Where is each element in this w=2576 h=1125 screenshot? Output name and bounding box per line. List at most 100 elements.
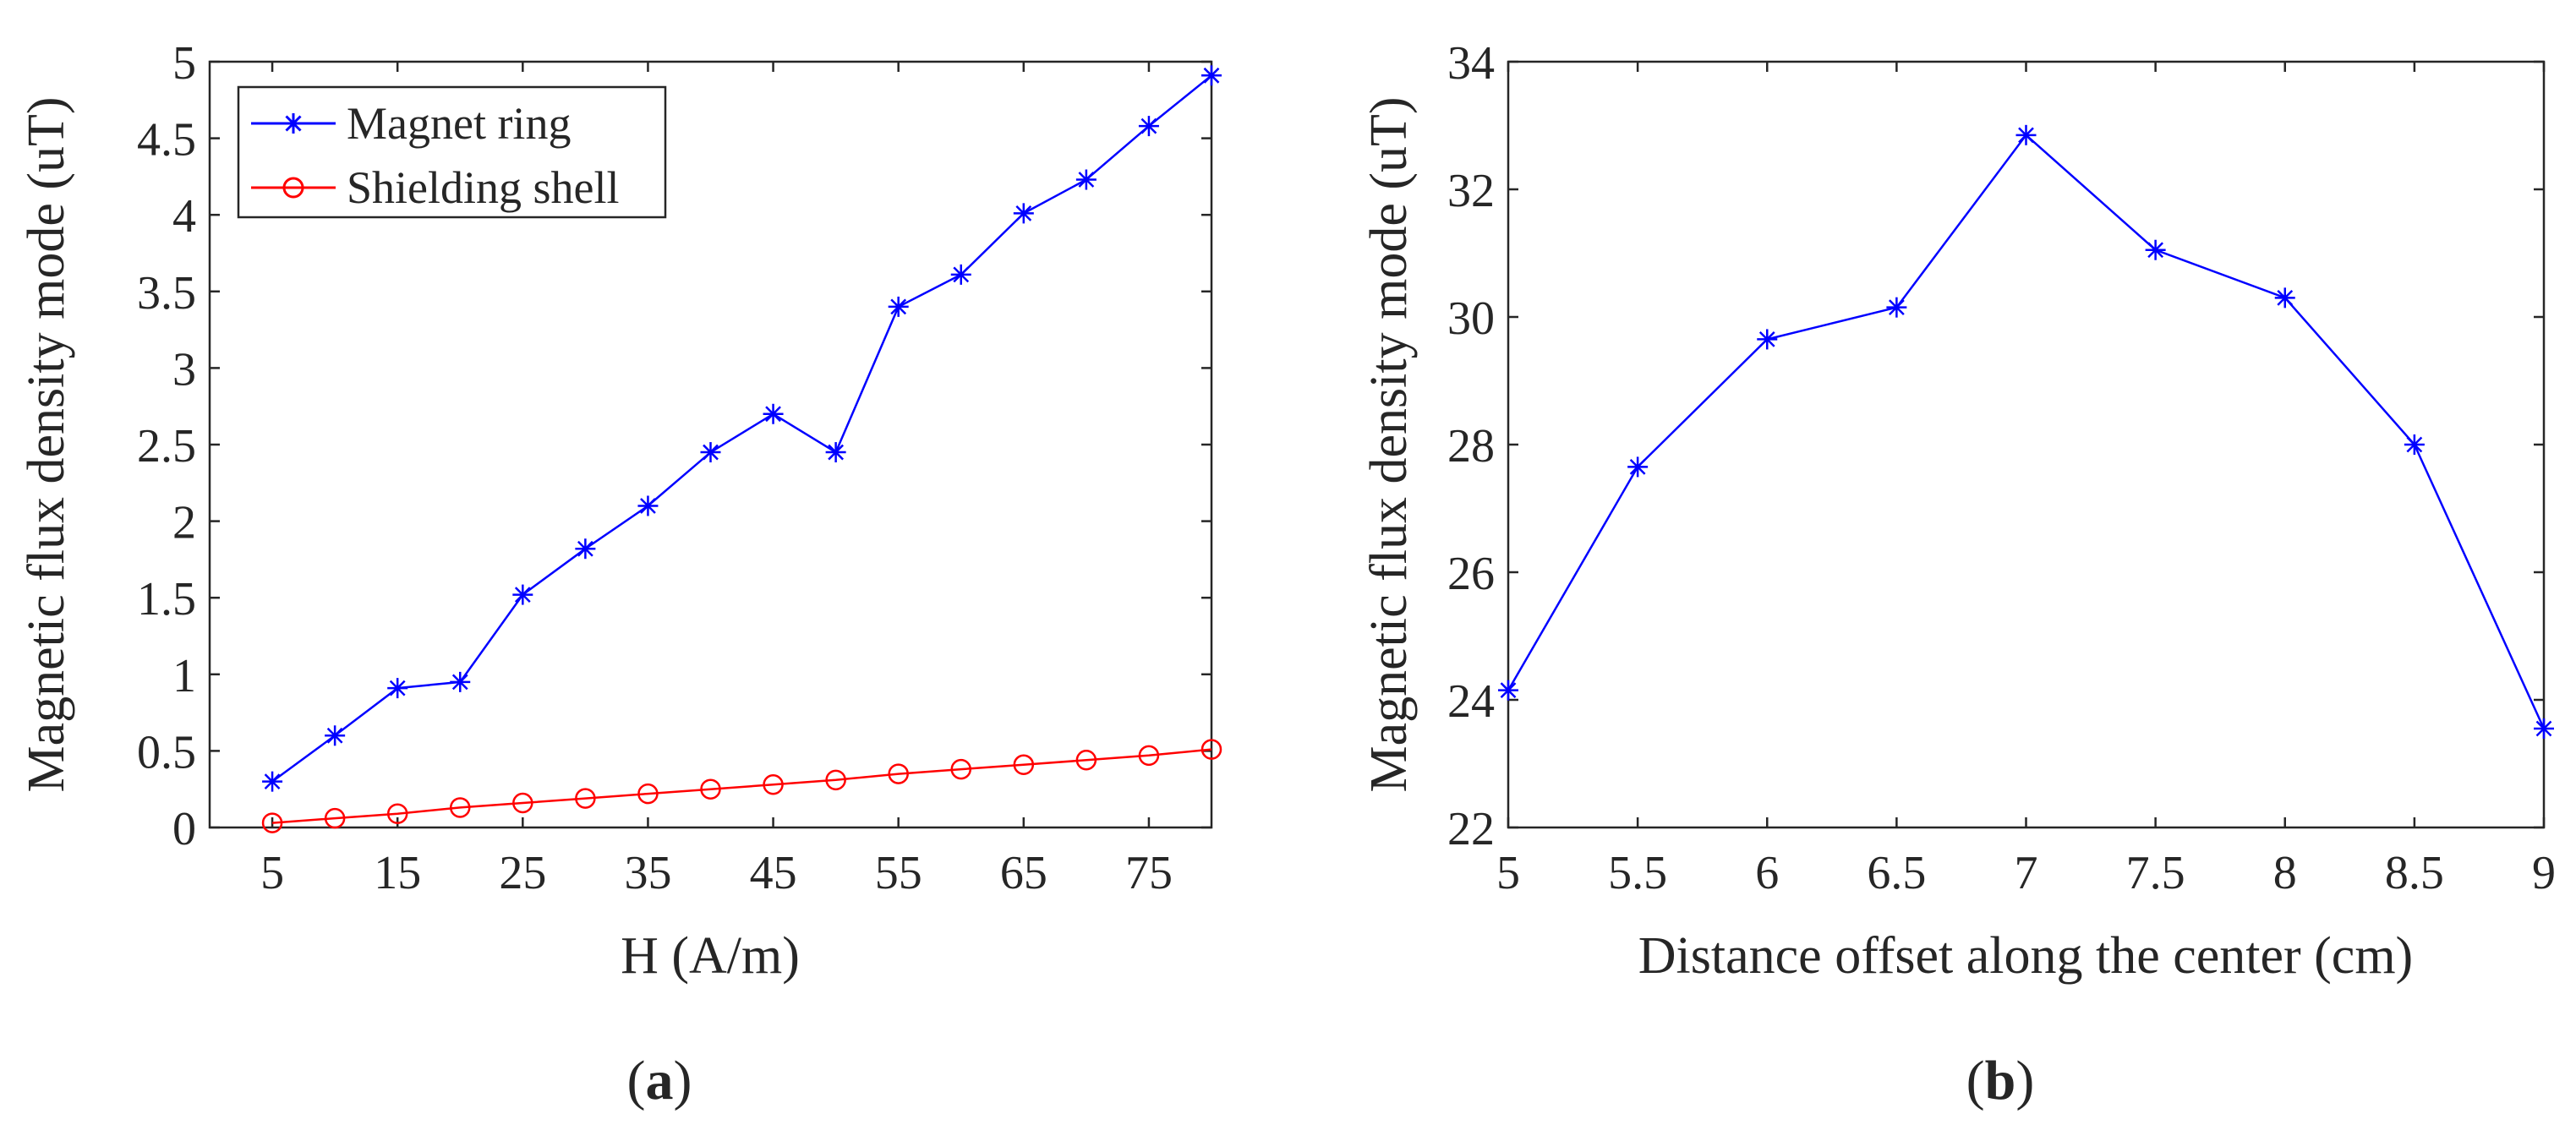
x-tick-label: 35 bbox=[624, 847, 671, 899]
y-tick-label: 0 bbox=[172, 803, 196, 855]
data-point-magnet-ring bbox=[1075, 169, 1097, 190]
data-point-series bbox=[2404, 434, 2425, 455]
legend-label-shielding-shell: Shielding shell bbox=[347, 162, 620, 213]
data-point-magnet-ring bbox=[1013, 203, 1034, 224]
x-ticks-b: 5 5.5 6 6.5 7 7.5 8 8.5 9 bbox=[1496, 62, 2556, 899]
data-point-magnet-ring bbox=[262, 771, 283, 792]
y-tick-label: 3.5 bbox=[137, 267, 196, 319]
y-ticks-a: 0 0.5 1 1.5 2 2.5 3 3.5 4 4.5 5 bbox=[137, 37, 1211, 855]
data-point-magnet-ring bbox=[512, 584, 533, 605]
data-point-magnet-ring bbox=[700, 442, 721, 463]
x-tick-label: 75 bbox=[1125, 847, 1173, 899]
x-tick-label: 8 bbox=[2273, 847, 2297, 899]
data-point-shielding-shell bbox=[1075, 750, 1097, 771]
data-point-shielding-shell bbox=[637, 783, 659, 805]
y-tick-label: 28 bbox=[1447, 420, 1495, 472]
y-tick-label: 22 bbox=[1447, 803, 1495, 855]
y-tick-label: 3 bbox=[172, 343, 196, 396]
data-point-shielding-shell bbox=[1013, 754, 1035, 775]
data-point-shielding-shell bbox=[575, 788, 596, 809]
series-group-b bbox=[1498, 124, 2554, 739]
data-point-magnet-ring bbox=[888, 296, 909, 317]
x-tick-label: 9 bbox=[2532, 847, 2556, 899]
data-point-magnet-ring bbox=[1201, 65, 1222, 86]
x-tick-label: 8.5 bbox=[2385, 847, 2444, 899]
data-point-magnet-ring bbox=[450, 671, 471, 692]
legend-label-magnet-ring: Magnet ring bbox=[347, 98, 571, 149]
y-tick-label: 1 bbox=[172, 650, 196, 702]
legend-marker-magnet-ring bbox=[283, 113, 304, 134]
data-point-series bbox=[1498, 680, 1518, 701]
y-tick-label: 26 bbox=[1447, 548, 1495, 600]
y-axis-label-a: Magnetic flux density mode (uT) bbox=[18, 96, 75, 792]
data-point-shielding-shell bbox=[888, 763, 909, 784]
panel-label-a: (a) bbox=[627, 1050, 692, 1111]
x-tick-label: 5 bbox=[1496, 847, 1520, 899]
y-tick-label: 0.5 bbox=[137, 726, 196, 778]
x-tick-label: 65 bbox=[1000, 847, 1047, 899]
x-tick-label: 5 bbox=[260, 847, 284, 899]
data-point-shielding-shell bbox=[763, 774, 784, 795]
y-tick-label: 2.5 bbox=[137, 420, 196, 472]
data-point-shielding-shell bbox=[950, 758, 971, 780]
data-point-shielding-shell bbox=[261, 812, 283, 833]
data-point-magnet-ring bbox=[950, 264, 971, 285]
data-point-magnet-ring bbox=[825, 442, 846, 463]
panel-label-b: (b) bbox=[1966, 1050, 2035, 1111]
x-tick-label: 55 bbox=[875, 847, 922, 899]
data-point-shielding-shell bbox=[512, 792, 533, 814]
data-point-magnet-ring bbox=[325, 725, 346, 746]
data-point-series bbox=[1886, 297, 1907, 318]
data-point-magnet-ring bbox=[575, 538, 596, 560]
data-point-series bbox=[2015, 124, 2037, 145]
y-tick-label: 2 bbox=[172, 497, 196, 549]
x-tick-label: 45 bbox=[750, 847, 797, 899]
x-tick-label: 6 bbox=[1755, 847, 1779, 899]
x-tick-label: 5.5 bbox=[1608, 847, 1667, 899]
legend-box bbox=[237, 85, 667, 219]
data-point-magnet-ring bbox=[763, 403, 784, 424]
panel-b-chart: 22 24 26 28 30 32 34 5 5.5 6 6.5 7 7.5 8 8.5 9 Distanc… bbox=[1360, 37, 2556, 1111]
legend-marker-shielding-shell bbox=[282, 177, 304, 199]
y-tick-label: 32 bbox=[1447, 165, 1495, 217]
legend-a: Magnet ring Shielding shell bbox=[237, 85, 667, 219]
x-tick-label: 6.5 bbox=[1867, 847, 1926, 899]
y-axis-label-b: Magnetic flux density mode (uT) bbox=[1360, 96, 1418, 792]
y-tick-label: 5 bbox=[172, 37, 196, 90]
data-point-shielding-shell bbox=[386, 803, 408, 824]
data-point-magnet-ring bbox=[387, 678, 408, 699]
series-line-shielding-shell bbox=[272, 748, 1212, 824]
series-group-a bbox=[261, 65, 1222, 833]
data-point-shielding-shell bbox=[1200, 739, 1222, 760]
data-point-shielding-shell bbox=[700, 778, 721, 800]
x-tick-label: 25 bbox=[499, 847, 546, 899]
x-tick-label: 15 bbox=[374, 847, 421, 899]
data-point-series bbox=[1627, 456, 1649, 478]
data-point-shielding-shell bbox=[825, 769, 846, 791]
y-tick-label: 30 bbox=[1447, 292, 1495, 345]
y-tick-label: 1.5 bbox=[137, 573, 196, 625]
data-point-magnet-ring bbox=[1138, 116, 1159, 137]
x-tick-label: 7.5 bbox=[2126, 847, 2185, 899]
series-line-magnet-ring bbox=[271, 74, 1212, 783]
data-point-series bbox=[2145, 239, 2166, 260]
x-tick-label: 7 bbox=[2015, 847, 2038, 899]
data-point-series bbox=[1757, 329, 1778, 350]
data-point-shielding-shell bbox=[1138, 745, 1160, 767]
x-axis-label-a: H (A/m) bbox=[621, 927, 800, 985]
data-point-shielding-shell bbox=[450, 797, 471, 818]
data-point-magnet-ring bbox=[637, 495, 659, 516]
x-axis-label-b: Distance offset along the center (cm) bbox=[1638, 927, 2413, 985]
x-ticks-a: 5 15 25 35 45 55 65 75 bbox=[260, 62, 1173, 899]
y-tick-label: 4 bbox=[172, 190, 196, 243]
y-ticks-b: 22 24 26 28 30 32 34 bbox=[1447, 37, 2544, 855]
data-point-shielding-shell bbox=[324, 807, 346, 829]
y-tick-label: 34 bbox=[1447, 37, 1495, 90]
y-tick-label: 24 bbox=[1447, 675, 1495, 728]
y-tick-label: 4.5 bbox=[137, 114, 196, 167]
plot-area-b bbox=[1507, 60, 2546, 829]
panel-a-chart: 0 0.5 1 1.5 2 2.5 3 3.5 4 4.5 5 5 15 25 35 45 55 65 75 H … bbox=[18, 37, 1222, 1111]
data-point-series bbox=[2534, 718, 2554, 739]
data-point-series bbox=[2274, 287, 2295, 309]
